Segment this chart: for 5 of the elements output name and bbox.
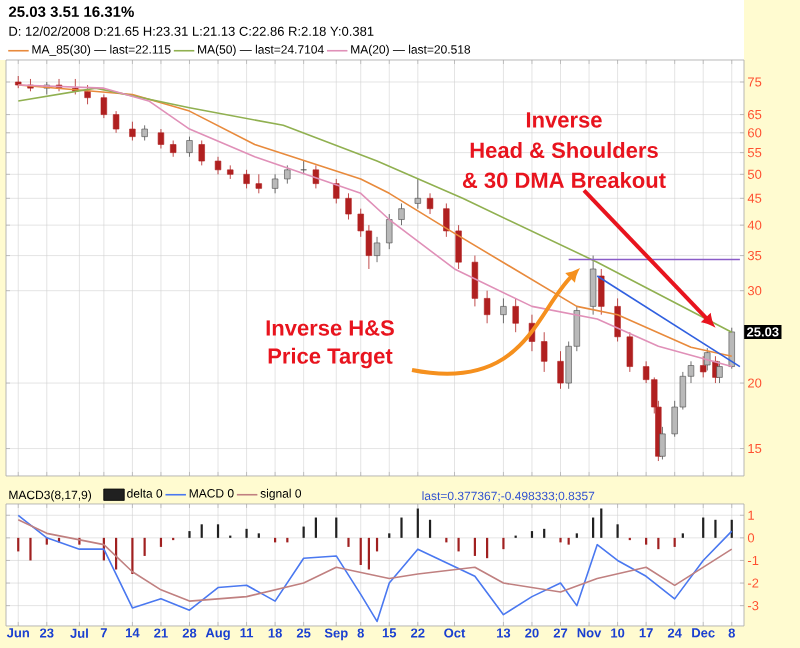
annotation: Inverse <box>526 112 602 128</box>
annotation: & 30 DMA Breakout <box>462 171 666 189</box>
annotation: Head & Shoulders <box>470 141 658 159</box>
annotation: Inverse H&S <box>266 320 394 336</box>
annotation: Price Target <box>268 347 393 369</box>
